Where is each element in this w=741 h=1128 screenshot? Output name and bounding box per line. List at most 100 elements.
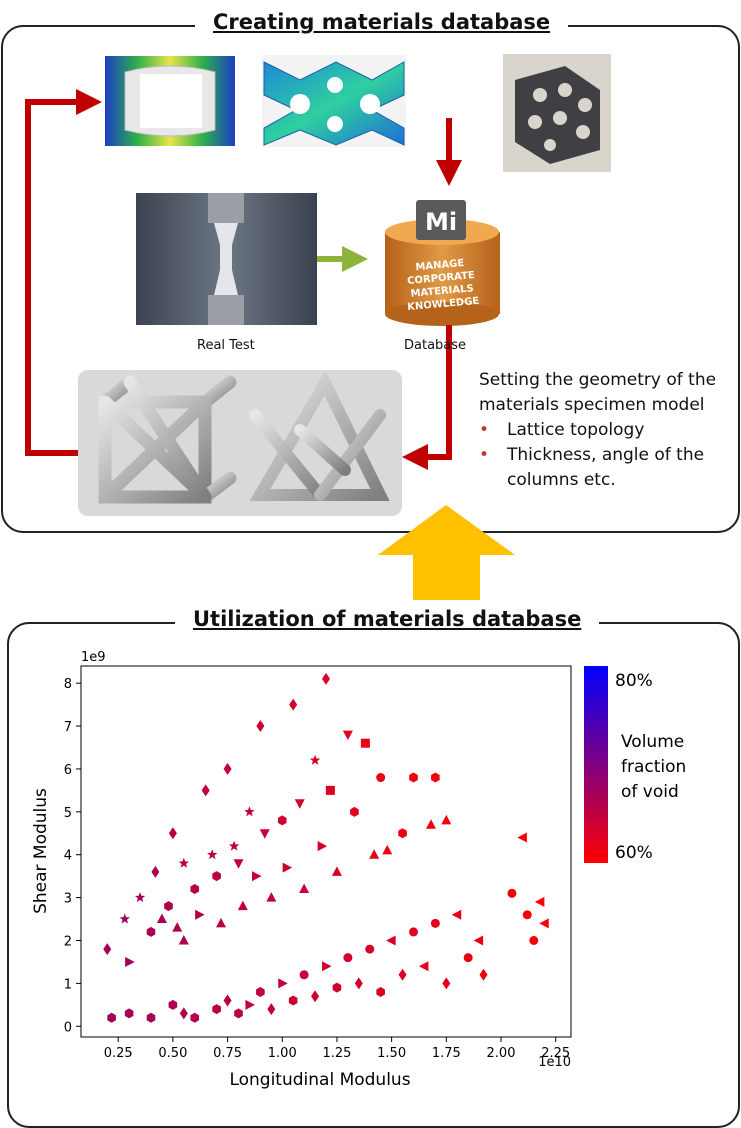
data-point <box>125 956 135 967</box>
db-badge: Mi <box>425 208 457 236</box>
colorbar-bottom-label: 60% <box>615 843 653 863</box>
data-point <box>134 892 146 903</box>
data-point <box>267 1003 276 1016</box>
geometry-bullets: Lattice topology Thickness, angle of the… <box>479 418 724 493</box>
data-point <box>223 994 232 1007</box>
x-tick-label: 1.50 <box>377 1046 406 1061</box>
utilization-title: Utilization of materials database <box>175 607 600 631</box>
db-line-1: MANAGE <box>415 258 465 273</box>
data-point <box>172 922 183 932</box>
data-point <box>343 953 353 963</box>
data-point <box>195 909 205 920</box>
data-point <box>382 844 393 855</box>
data-point <box>418 961 429 972</box>
workflow-graphics: Mi MANAGE CORPORATE MATERIALS KNOWLEDGE <box>25 54 611 600</box>
x-tick-label: 1.75 <box>432 1046 461 1061</box>
data-point <box>325 785 335 795</box>
data-point <box>278 978 288 989</box>
data-point <box>473 935 484 946</box>
data-point <box>256 986 265 997</box>
data-point <box>354 977 363 990</box>
data-point <box>529 935 539 945</box>
data-point <box>178 857 190 868</box>
data-point <box>332 982 342 993</box>
data-point <box>252 871 262 882</box>
data-point <box>350 806 359 817</box>
data-point <box>244 806 255 817</box>
data-point <box>360 738 370 748</box>
fem-simulation-image <box>105 56 235 146</box>
data-point <box>441 814 452 825</box>
data-point <box>168 999 178 1010</box>
y-axis-label: Shear Modulus <box>31 788 51 914</box>
data-point <box>322 961 332 972</box>
data-point <box>299 970 309 980</box>
colorbar-top-label: 80% <box>615 671 653 691</box>
x-tick-label: 0.75 <box>213 1046 242 1061</box>
data-point <box>201 784 210 797</box>
y-tick-label: 1 <box>64 977 72 992</box>
data-point <box>534 896 545 907</box>
loop-arrow-head-icon <box>76 89 102 115</box>
data-point <box>190 884 200 895</box>
data-point <box>299 883 310 894</box>
data-point <box>151 865 160 878</box>
data-point <box>228 840 240 851</box>
data-point <box>369 849 380 859</box>
db-to-cells-arrow-head-icon <box>402 444 428 470</box>
data-point <box>179 1007 188 1020</box>
database-label: Database <box>404 338 467 353</box>
lattice-simulation-image <box>262 55 406 147</box>
real-test-photo <box>136 193 317 325</box>
data-point <box>289 698 298 711</box>
data-point <box>442 977 451 990</box>
data-point <box>294 799 305 809</box>
data-point <box>103 943 112 956</box>
data-point <box>311 990 320 1003</box>
db-to-cells-arrow <box>424 325 452 460</box>
data-point <box>212 871 221 882</box>
data-point <box>156 913 167 924</box>
y-tick-label: 4 <box>64 849 72 864</box>
data-point <box>309 754 321 765</box>
x-tick-label: 1.25 <box>322 1046 351 1061</box>
test-to-db-arrow-head-icon <box>342 246 368 272</box>
geometry-description: Setting the geometry of the materials sp… <box>479 368 724 493</box>
data-point <box>124 1008 134 1019</box>
data-point <box>282 862 293 873</box>
creating-database-title: Creating materials database <box>195 10 569 34</box>
data-point <box>322 672 330 685</box>
data-point <box>168 827 177 840</box>
data-point <box>212 1004 221 1015</box>
data-point <box>430 918 440 928</box>
colorbar-title-1: Volume <box>621 732 684 752</box>
data-point <box>409 927 418 937</box>
data-point <box>398 968 407 981</box>
data-point <box>233 859 244 869</box>
y-tick-label: 7 <box>64 720 72 735</box>
database-icon: Mi MANAGE CORPORATE MATERIALS KNOWLEDGE <box>385 200 500 326</box>
data-point <box>376 986 385 997</box>
real-test-label: Real Test <box>197 338 255 353</box>
plot-area <box>80 665 572 1038</box>
data-point <box>398 828 407 839</box>
data-point <box>190 1012 200 1023</box>
x-tick-label: 1.00 <box>268 1046 297 1061</box>
y-scale-label: 1e9 <box>81 650 106 665</box>
y-tick-label: 0 <box>64 1020 72 1035</box>
y-tick-label: 6 <box>64 763 72 778</box>
data-point <box>463 953 473 963</box>
data-point <box>376 773 386 783</box>
loop-arrow <box>25 99 80 456</box>
bullet-lattice-topology: Lattice topology <box>479 418 724 443</box>
into-db-arrow-head-icon <box>436 160 462 186</box>
data-point <box>256 720 265 733</box>
bullet-thickness-angle: Thickness, angle of the columns etc. <box>479 443 724 493</box>
y-tick-label: 8 <box>64 677 72 692</box>
data-point <box>342 730 353 741</box>
data-point <box>259 829 270 839</box>
data-point <box>277 815 287 826</box>
data-point <box>207 849 218 860</box>
data-point <box>479 968 488 981</box>
